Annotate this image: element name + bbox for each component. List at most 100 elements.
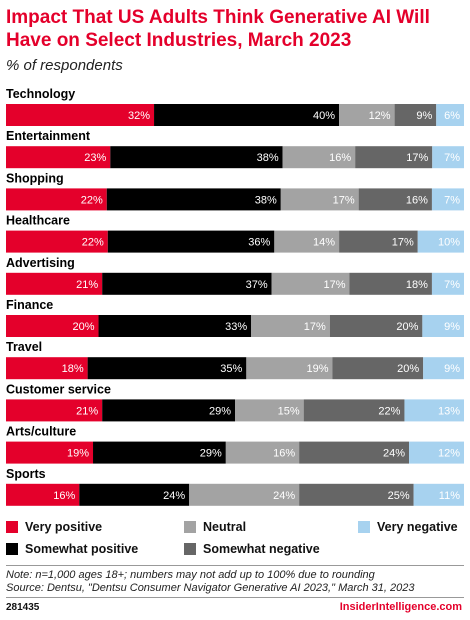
footer-source: Source: Dentsu, "Dentsu Consumer Navigat… bbox=[6, 582, 415, 594]
bar-entertainment-very-negative bbox=[432, 146, 464, 169]
legend-swatch-somewhat-negative bbox=[184, 543, 196, 555]
value-label-healthcare-very-positive: 22% bbox=[82, 237, 104, 249]
value-label-arts-culture-neutral: 16% bbox=[273, 448, 295, 460]
legend-swatch-very-positive bbox=[6, 521, 18, 533]
bar-customer-service-somewhat-positive bbox=[102, 399, 236, 422]
legend-item-somewhat-positive: Somewhat positive bbox=[6, 542, 138, 556]
chart-subtitle: % of respondents bbox=[6, 57, 123, 74]
value-label-technology-somewhat-positive: 40% bbox=[313, 110, 335, 122]
category-label-customer-service: Customer service bbox=[6, 382, 111, 396]
value-label-advertising-somewhat-negative: 18% bbox=[406, 279, 428, 291]
bar-shopping-very-positive bbox=[6, 188, 107, 211]
value-label-healthcare-somewhat-negative: 17% bbox=[392, 237, 414, 249]
category-label-shopping: Shopping bbox=[6, 171, 64, 185]
value-label-arts-culture-somewhat-positive: 29% bbox=[200, 448, 222, 460]
value-label-travel-neutral: 19% bbox=[306, 363, 328, 375]
bar-customer-service-very-positive bbox=[6, 399, 103, 422]
category-label-sports: Sports bbox=[6, 467, 46, 481]
value-label-shopping-very-positive: 22% bbox=[81, 194, 103, 206]
bar-finance-very-negative bbox=[422, 315, 464, 337]
value-label-advertising-very-positive: 21% bbox=[76, 279, 98, 291]
value-label-entertainment-very-positive: 23% bbox=[84, 152, 106, 164]
value-label-advertising-somewhat-positive: 37% bbox=[246, 279, 268, 291]
value-label-shopping-somewhat-positive: 38% bbox=[255, 194, 277, 206]
legend-swatch-neutral bbox=[184, 521, 196, 533]
value-label-travel-very-negative: 9% bbox=[444, 363, 460, 375]
value-label-customer-service-neutral: 15% bbox=[278, 405, 300, 417]
bar-entertainment-neutral bbox=[282, 146, 356, 169]
bar-arts-culture-somewhat-positive bbox=[93, 441, 226, 464]
value-label-finance-neutral: 17% bbox=[304, 321, 326, 333]
bar-finance-somewhat-negative bbox=[329, 315, 423, 337]
value-label-travel-somewhat-positive: 35% bbox=[220, 363, 242, 375]
bar-finance-very-positive bbox=[6, 315, 99, 337]
bar-arts-culture-somewhat-negative bbox=[299, 441, 410, 464]
category-label-healthcare: Healthcare bbox=[6, 214, 70, 228]
value-label-sports-somewhat-positive: 24% bbox=[163, 490, 185, 502]
bar-healthcare-somewhat-positive bbox=[107, 230, 275, 253]
legend-item-very-positive: Very positive bbox=[6, 520, 102, 534]
bar-technology-somewhat-negative bbox=[394, 104, 437, 126]
bar-sports-somewhat-positive bbox=[79, 483, 190, 506]
value-label-travel-very-positive: 18% bbox=[62, 363, 84, 375]
bar-travel-very-negative bbox=[423, 357, 464, 380]
bar-shopping-very-negative bbox=[431, 188, 464, 211]
legend-label-somewhat-negative: Somewhat negative bbox=[203, 542, 320, 556]
bar-advertising-somewhat-negative bbox=[349, 272, 432, 295]
value-label-technology-neutral: 12% bbox=[369, 110, 391, 122]
value-label-finance-somewhat-negative: 20% bbox=[396, 321, 418, 333]
legend-swatch-very-negative bbox=[358, 521, 370, 533]
bar-advertising-somewhat-positive bbox=[102, 272, 272, 295]
value-label-entertainment-somewhat-positive: 38% bbox=[257, 152, 279, 164]
bar-customer-service-neutral bbox=[235, 399, 304, 422]
category-label-finance: Finance bbox=[6, 298, 53, 312]
legend-label-neutral: Neutral bbox=[203, 520, 247, 534]
bar-travel-neutral bbox=[246, 357, 333, 380]
bar-sports-very-positive bbox=[6, 483, 80, 506]
value-label-entertainment-very-negative: 7% bbox=[444, 152, 460, 164]
value-label-technology-very-negative: 6% bbox=[444, 110, 460, 122]
bar-advertising-neutral bbox=[271, 272, 350, 295]
bar-technology-somewhat-positive bbox=[154, 104, 340, 126]
legend-swatch-somewhat-positive bbox=[6, 543, 18, 555]
value-label-technology-very-positive: 32% bbox=[128, 110, 150, 122]
value-label-sports-neutral: 24% bbox=[273, 490, 295, 502]
legend-item-very-negative: Very negative bbox=[358, 520, 458, 534]
value-label-sports-very-negative: 11% bbox=[439, 490, 460, 502]
bar-advertising-very-negative bbox=[431, 272, 464, 295]
value-label-customer-service-somewhat-negative: 22% bbox=[378, 405, 400, 417]
chart-title: Impact That US Adults Think Generative A… bbox=[6, 7, 430, 51]
bar-advertising-very-positive bbox=[6, 272, 103, 295]
value-label-finance-very-negative: 9% bbox=[444, 321, 460, 333]
value-label-shopping-somewhat-negative: 16% bbox=[406, 194, 428, 206]
legend-label-very-positive: Very positive bbox=[25, 520, 103, 534]
legend-item-somewhat-negative: Somewhat negative bbox=[184, 542, 320, 556]
bar-healthcare-very-positive bbox=[6, 230, 108, 253]
bar-travel-somewhat-negative bbox=[332, 357, 424, 380]
value-label-healthcare-somewhat-positive: 36% bbox=[248, 237, 270, 249]
category-label-travel: Travel bbox=[6, 340, 42, 354]
bar-healthcare-somewhat-negative bbox=[339, 230, 418, 253]
value-label-advertising-neutral: 17% bbox=[323, 279, 345, 291]
bar-technology-neutral bbox=[339, 104, 395, 126]
value-label-advertising-very-negative: 7% bbox=[444, 279, 460, 291]
value-label-finance-very-positive: 20% bbox=[72, 321, 94, 333]
value-label-arts-culture-very-negative: 12% bbox=[438, 448, 460, 460]
bar-healthcare-neutral bbox=[274, 230, 340, 253]
bar-travel-very-positive bbox=[6, 357, 88, 380]
stacked-bar-chart: Technology 32% 40% 12% 9% 6% Entertainment 23% 3… bbox=[6, 87, 464, 506]
bar-sports-somewhat-negative bbox=[299, 483, 414, 506]
value-label-healthcare-neutral: 14% bbox=[313, 237, 335, 249]
footer-divider-bottom bbox=[6, 597, 464, 598]
value-label-shopping-very-negative: 7% bbox=[444, 194, 460, 206]
value-label-shopping-neutral: 17% bbox=[333, 194, 355, 206]
value-label-customer-service-very-positive: 21% bbox=[76, 405, 98, 417]
bar-healthcare-very-negative bbox=[417, 230, 464, 253]
chart-legend: Very positive Somewhat positive Neutral … bbox=[0, 514, 470, 558]
bar-customer-service-very-negative bbox=[404, 399, 464, 422]
bar-arts-culture-very-negative bbox=[409, 441, 464, 464]
bar-shopping-somewhat-negative bbox=[358, 188, 432, 211]
value-label-arts-culture-very-positive: 19% bbox=[67, 448, 89, 460]
bar-entertainment-somewhat-negative bbox=[355, 146, 433, 169]
value-label-arts-culture-somewhat-negative: 24% bbox=[383, 448, 405, 460]
